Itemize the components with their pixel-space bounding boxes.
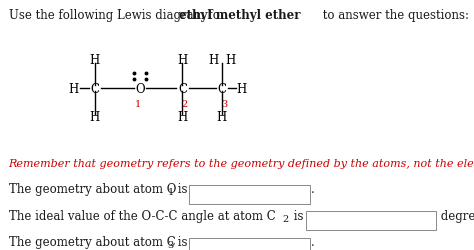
Text: Use the following Lewis diagram for: Use the following Lewis diagram for	[9, 9, 229, 22]
Text: degrees.: degrees.	[437, 209, 474, 222]
Text: The geometry about atom C: The geometry about atom C	[9, 236, 175, 248]
Text: .: .	[310, 236, 314, 248]
Text: 1: 1	[167, 188, 173, 196]
Text: is: is	[290, 209, 303, 222]
Text: .: .	[310, 182, 314, 196]
Text: H: H	[90, 54, 100, 66]
Text: H: H	[68, 82, 79, 95]
Text: C: C	[218, 82, 226, 95]
Text: H: H	[90, 111, 100, 124]
Text: H: H	[237, 82, 247, 95]
Text: O: O	[135, 82, 145, 95]
Text: C: C	[178, 82, 187, 95]
Text: H: H	[177, 54, 188, 66]
Text: ethyl methyl ether: ethyl methyl ether	[179, 9, 301, 22]
Text: to answer the questions:: to answer the questions:	[319, 9, 468, 22]
Text: The geometry about atom O: The geometry about atom O	[9, 182, 176, 196]
Text: 2: 2	[283, 214, 289, 223]
Text: is: is	[174, 236, 188, 248]
Text: Remember that geometry refers to the geometry defined by the atoms, not the elec: Remember that geometry refers to the geo…	[9, 159, 474, 169]
Text: 3: 3	[167, 240, 173, 250]
Text: H: H	[217, 111, 227, 124]
Text: 1: 1	[134, 100, 141, 109]
Text: C: C	[91, 82, 99, 95]
FancyBboxPatch shape	[306, 211, 436, 230]
Text: 3: 3	[221, 100, 228, 109]
Text: is: is	[174, 182, 188, 196]
FancyBboxPatch shape	[189, 238, 310, 250]
Text: 2: 2	[182, 100, 188, 109]
Text: H: H	[225, 54, 236, 66]
Text: H: H	[177, 111, 188, 124]
FancyBboxPatch shape	[189, 185, 310, 204]
Text: H: H	[208, 54, 219, 66]
Text: The ideal value of the O-C-C angle at atom C: The ideal value of the O-C-C angle at at…	[9, 209, 275, 222]
